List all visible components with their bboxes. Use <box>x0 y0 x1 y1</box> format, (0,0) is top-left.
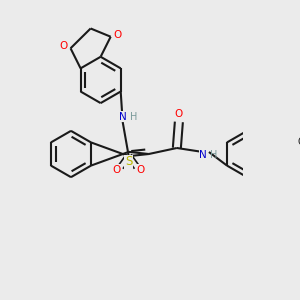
Text: O: O <box>59 41 68 51</box>
Text: S: S <box>125 155 132 168</box>
Text: O: O <box>136 165 145 175</box>
Text: O: O <box>112 165 121 175</box>
Text: H: H <box>130 112 138 122</box>
Text: CH₃: CH₃ <box>297 137 300 147</box>
Text: N: N <box>119 112 127 122</box>
Text: O: O <box>114 30 122 40</box>
Text: O: O <box>175 109 183 119</box>
Text: H: H <box>211 150 218 160</box>
Text: N: N <box>199 150 207 160</box>
